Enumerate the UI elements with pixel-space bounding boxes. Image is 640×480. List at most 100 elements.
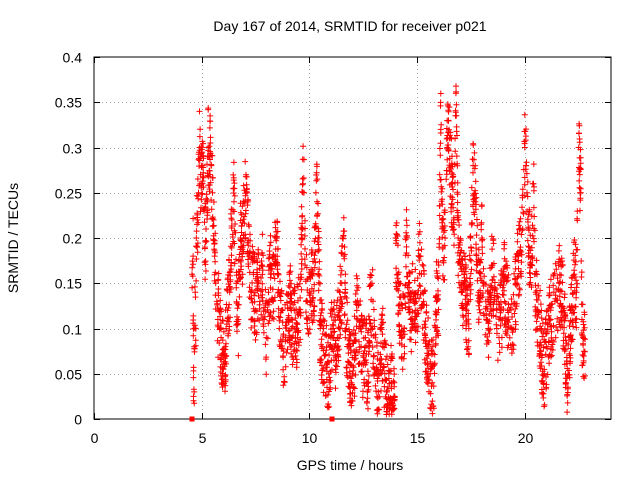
data-point [446,155,453,162]
data-point [441,209,448,216]
data-point [512,321,519,328]
data-point [259,280,266,287]
data-point [420,290,427,297]
data-point [449,174,456,181]
data-point [198,196,205,203]
data-point [424,361,431,368]
data-point [487,289,494,296]
data-point [439,245,446,252]
data-point [473,194,480,201]
data-point [540,372,547,379]
data-point [468,257,475,264]
data-point [259,231,266,238]
data-point [197,126,204,133]
data-point [356,360,363,367]
data-point [453,101,460,108]
data-point [573,315,580,322]
data-point [359,368,365,375]
data-point [319,300,325,307]
data-point [459,322,466,329]
data-point [519,204,525,211]
data-point [304,287,311,293]
data-point [327,342,334,348]
data-point [448,219,455,226]
data-point [365,343,372,350]
data-point [236,293,243,300]
data-point [432,324,439,330]
data-point [480,265,487,272]
data-point [521,111,528,118]
data-point [445,108,452,115]
data-point [303,251,310,258]
data-point [379,343,386,350]
data-point [313,169,320,176]
data-point [556,279,562,286]
data-point [214,301,221,308]
data-point [198,204,204,211]
data-point [299,189,306,196]
data-point [366,338,373,345]
data-point [361,316,368,322]
data-point [576,130,582,137]
data-point [431,370,438,377]
data-point [531,238,537,245]
data-point [329,321,336,328]
data-point [529,180,536,187]
zero-marker [329,416,335,422]
data-point [227,268,234,275]
data-point [270,316,277,322]
data-point [462,306,469,313]
data-point [342,334,349,341]
data-point [565,341,572,348]
data-point [370,353,377,360]
data-point [298,241,305,248]
data-point [315,287,322,294]
data-point [314,238,321,245]
data-point [309,319,316,326]
data-point [240,182,247,189]
data-point [557,278,564,285]
data-point [419,325,426,332]
data-point [578,301,585,308]
data-point [412,300,418,307]
data-point [507,304,514,311]
data-point [344,358,351,365]
data-point [368,332,375,339]
data-point [411,309,418,316]
data-point [298,274,305,281]
data-point [222,358,229,365]
data-point [537,359,544,366]
data-point [418,302,425,309]
data-point [562,346,569,353]
data-point [253,255,260,262]
data-point [510,291,517,298]
data-point [269,296,276,303]
data-point [316,272,323,279]
data-point [483,303,490,310]
data-point [519,192,526,199]
data-point [384,361,391,368]
data-point [487,299,494,306]
data-point [286,277,293,284]
data-point [550,289,557,296]
data-point [199,173,206,180]
data-point [237,275,244,281]
data-point [386,368,393,375]
data-point [580,321,587,328]
data-point [251,323,258,329]
data-point [570,309,577,316]
data-point [373,393,380,400]
data-point [468,219,475,226]
data-point [501,255,508,262]
data-point [396,294,403,300]
data-point [531,227,538,234]
data-point [576,136,583,142]
data-point [574,246,581,253]
data-point [212,292,219,299]
data-point [223,321,230,328]
data-point [429,398,436,405]
data-point [226,327,233,334]
data-point [534,271,540,278]
data-point [577,189,583,196]
data-point [255,246,262,253]
